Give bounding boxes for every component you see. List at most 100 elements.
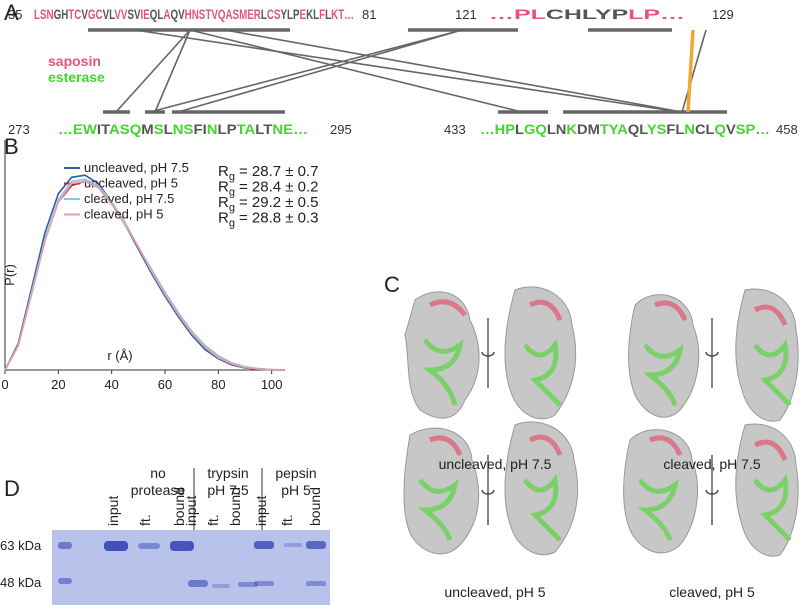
x-tick-label: 60 [158, 377, 172, 392]
residue-run: …HP [480, 121, 515, 137]
group-label: pepsin [275, 465, 316, 481]
residue-run: A [163, 6, 170, 22]
rg-subscript: g [229, 187, 235, 199]
residue-run: TA [237, 121, 256, 137]
rg-value: = 28.7 ± 0.7 [239, 163, 319, 180]
structures [403, 286, 799, 557]
legend-label: uncleaved, pH 7.5 [84, 160, 189, 175]
x-tick-label: 20 [51, 377, 65, 392]
residue-run: Q [715, 121, 727, 137]
residue-run: …PL [489, 6, 547, 22]
residue-run: VL [103, 6, 116, 22]
legend-label: cleaved, pH 7.5 [84, 191, 174, 206]
rg-symbol: R [218, 163, 229, 180]
lane-label: ft. [137, 514, 153, 526]
residue-number: 121 [455, 7, 477, 22]
residue-run: GC [88, 6, 103, 22]
rg-label: Rg = 28.4 ± 0.2 [218, 179, 319, 199]
legend-esterase: esterase [48, 69, 105, 85]
residue-run: NS [173, 121, 194, 137]
group-label: no [150, 465, 166, 481]
residue-run: YLP [280, 6, 299, 22]
residue-number: 81 [362, 7, 376, 22]
group-label: pH 7.5 [207, 482, 248, 498]
lane-label: input [105, 496, 121, 526]
residue-run: GQ [524, 121, 547, 137]
sequences: 35 81LSNGHTCVGCVLVVSVIEQLAQVHNSTVQASMERLC… [8, 6, 798, 137]
lane-label: bound [171, 487, 187, 526]
residue-run: L [164, 121, 174, 137]
caption: uncleaved, pH 7.5 [439, 456, 552, 472]
residue-run: N [207, 121, 218, 137]
rg-subscript: g [229, 202, 235, 214]
lane-label: input [183, 496, 199, 526]
residue-run: IE [141, 6, 150, 22]
residue-run: KT… [331, 6, 354, 22]
residue-run: …EW [58, 121, 98, 137]
residue-run: FL [666, 121, 684, 137]
x-tick-label: 100 [261, 377, 283, 392]
group-label: pH 5 [281, 482, 311, 498]
sequence: …HP LGQLNKDMTYAQLYSFLNCLQVSP… [480, 121, 770, 137]
rg-subscript: g [229, 171, 235, 183]
residue-run: M [141, 121, 153, 137]
rg-symbol: R [218, 179, 229, 196]
residue-run: LP [218, 121, 237, 137]
rg-label: Rg = 29.2 ± 0.5 [218, 194, 319, 214]
residue-number: 433 [444, 122, 466, 137]
gel [52, 468, 330, 605]
rg-subscript: g [229, 218, 235, 230]
x-tick-label: 0 [1, 377, 8, 392]
residue-run: LN [547, 121, 567, 137]
caption: cleaved, pH 7.5 [663, 456, 760, 472]
rg-value: = 28.4 ± 0.2 [239, 179, 319, 196]
residue-number: 129 [712, 7, 734, 22]
residue-run: HNSTVQASMER [185, 6, 261, 22]
crosslinks [115, 29, 707, 113]
pr-curve [4, 180, 286, 371]
residue-run: DM [577, 121, 600, 137]
caption: cleaved, pH 5 [669, 584, 755, 600]
residue-run: S [154, 121, 164, 137]
residue-run: L [261, 6, 267, 22]
sequence: …EW ITASQ MSLNSFINLPTALTNE… [58, 121, 308, 137]
residue-run: IT [97, 121, 111, 137]
sequence: …PL CHLYP LP… [489, 6, 685, 22]
residue-run: NE… [272, 121, 308, 137]
lane-label: bound [307, 487, 323, 526]
rg-value: = 28.8 ± 0.3 [239, 210, 319, 227]
group-label: trypsin [207, 465, 248, 481]
residue-run: QL [628, 121, 649, 137]
residue-run: V [81, 6, 88, 22]
rg-label: Rg = 28.8 ± 0.3 [218, 210, 319, 230]
panel-label: D [4, 476, 20, 501]
residue-run: CL [695, 121, 715, 137]
panel-label: A [4, 0, 19, 25]
residue-number: 458 [776, 122, 798, 137]
residue-run: CHLYP [546, 6, 628, 22]
rg-symbol: R [218, 210, 229, 227]
legend-label: uncleaved, pH 5 [84, 176, 178, 191]
residue-run: QL [150, 6, 164, 22]
residue-run: SP… [736, 121, 770, 137]
x-axis-label: r (Å) [107, 348, 132, 363]
pr-chart: 0 20 40 60 80 100 r (Å) P(r) uncleaved, pH 7.5 Rg… [1, 140, 319, 392]
residue-run: KL [306, 6, 319, 22]
residue-run: E [300, 6, 307, 22]
group-label: protease [131, 482, 186, 498]
residue-run: LP… [628, 6, 685, 22]
residue-run: L [325, 6, 331, 22]
lane-label: ft. [205, 514, 221, 526]
residue-run: K [566, 121, 577, 137]
residue-run: ASQ [109, 121, 141, 137]
rg-value: = 29.2 ± 0.5 [239, 194, 319, 211]
legend-saposin: saposin [48, 53, 101, 69]
residue-run: QV [171, 6, 186, 22]
residue-run: TC [68, 6, 81, 22]
residue-number: 35 [8, 7, 22, 22]
lane-label: ft. [279, 514, 295, 526]
caption: uncleaved, pH 5 [444, 584, 545, 600]
residue-number: 273 [8, 122, 30, 137]
